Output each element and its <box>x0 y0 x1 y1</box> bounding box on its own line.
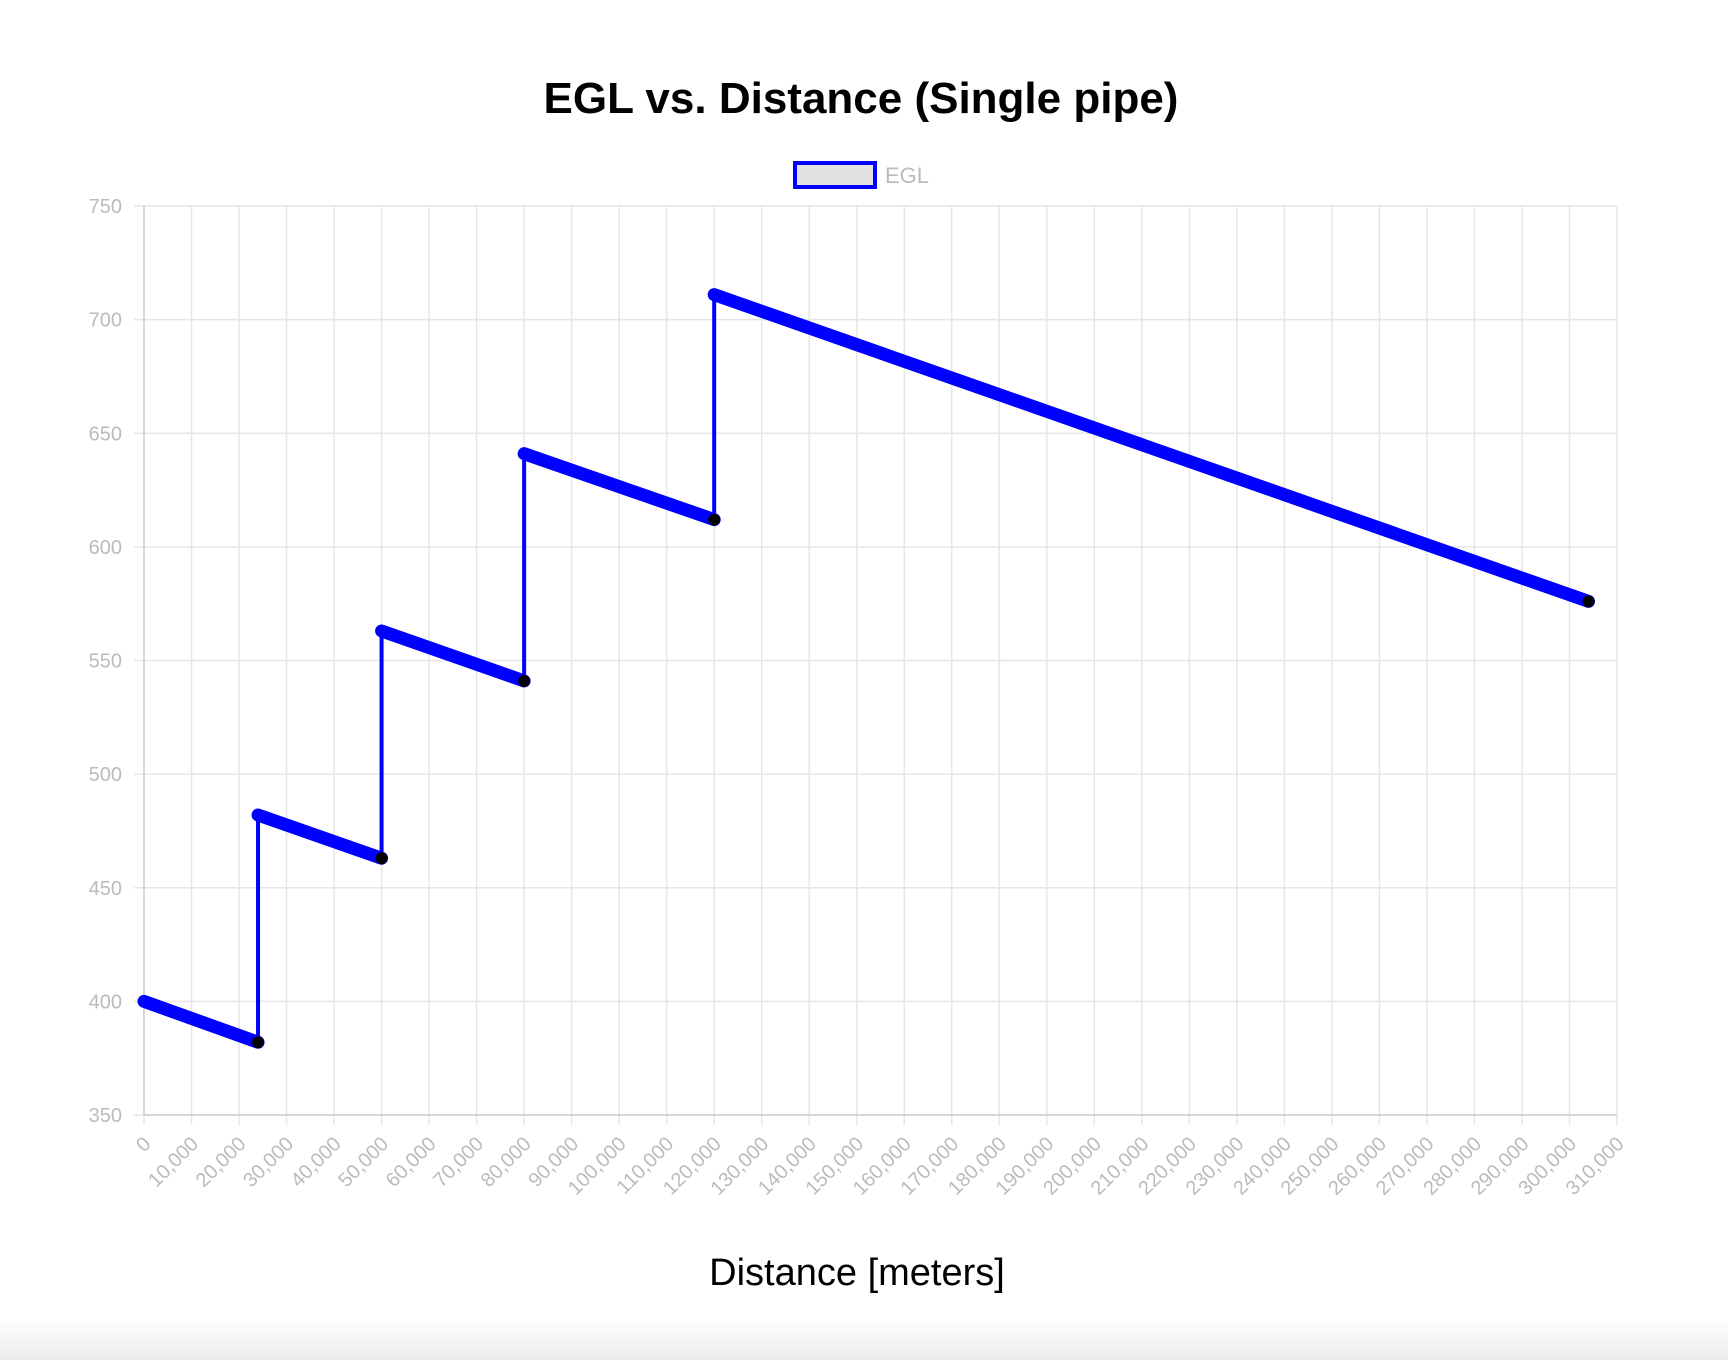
y-tick-label: 700 <box>89 310 122 332</box>
data-point <box>252 1036 265 1049</box>
x-tick-label: 0 <box>132 1133 155 1156</box>
x-tick-label: 10,000 <box>144 1133 203 1192</box>
y-tick-label: 600 <box>89 537 122 559</box>
data-point <box>518 674 531 687</box>
grid <box>134 205 1618 1125</box>
y-tick-label: 450 <box>89 878 122 900</box>
x-tick-label: 80,000 <box>477 1133 536 1192</box>
y-tick-label: 500 <box>89 764 122 786</box>
x-tick-label: 40,000 <box>287 1133 346 1192</box>
y-tick-label: 650 <box>89 423 122 445</box>
legend-swatch <box>793 161 877 189</box>
x-tick-label: 20,000 <box>192 1133 251 1192</box>
data-point <box>1582 595 1595 608</box>
pipe-segment-points <box>137 994 265 1049</box>
x-tick-label: 60,000 <box>382 1133 441 1192</box>
legend: EGL <box>793 161 929 189</box>
pipe-segment-points <box>375 624 531 688</box>
series-line <box>143 292 1590 1045</box>
y-tick-label: 550 <box>89 651 122 673</box>
data-point <box>708 513 721 526</box>
pipe-segment-points <box>251 808 389 865</box>
y-tick-label: 750 <box>89 196 122 218</box>
data-point <box>375 852 388 865</box>
y-tick-label: 400 <box>89 991 122 1013</box>
pipe-segment-points <box>517 447 721 527</box>
legend-label: EGL <box>885 163 929 188</box>
x-tick-label: 30,000 <box>239 1133 298 1192</box>
window-bottom-edge <box>0 1318 1728 1360</box>
pipe-segment-points <box>707 288 1595 608</box>
chart-title: EGL vs. Distance (Single pipe) <box>544 74 1179 123</box>
x-axis-label: Distance [meters] <box>709 1252 1005 1294</box>
series-egl <box>137 288 1595 1049</box>
x-tick-label: 70,000 <box>429 1133 488 1192</box>
y-tick-label: 350 <box>89 1105 122 1127</box>
x-tick-label: 50,000 <box>334 1133 393 1192</box>
